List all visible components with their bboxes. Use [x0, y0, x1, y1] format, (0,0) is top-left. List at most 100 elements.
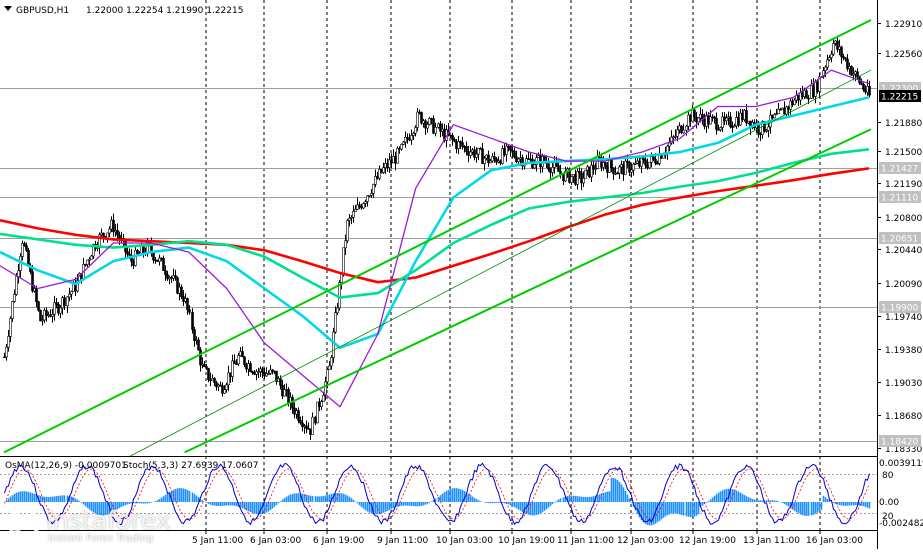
candle-body [126, 251, 129, 255]
candle-body [59, 307, 62, 314]
candle-body [850, 66, 853, 76]
level-badge-label: 1.20651 [881, 235, 918, 245]
candle-body [713, 116, 716, 119]
price-tick-label: 1.21500 [885, 148, 922, 158]
candle-body [233, 360, 236, 364]
price-tick-label: 1.19380 [885, 346, 922, 356]
candle-body [578, 171, 581, 174]
candle-body [275, 370, 278, 382]
candle-body [517, 158, 520, 162]
candle-body [70, 291, 73, 295]
candle-body [354, 208, 357, 212]
candle-body [862, 84, 865, 90]
candle-body [396, 147, 399, 164]
time-tick-label: 5 Jan 11:00 [192, 536, 244, 546]
level-badge-label: 1.18420 [881, 438, 918, 448]
candle-body [533, 164, 536, 169]
candle-body [513, 150, 516, 158]
candle-body [352, 211, 355, 218]
candle-body [350, 216, 353, 219]
candle-body [41, 319, 44, 322]
candle-body [640, 157, 643, 167]
current-price-badge [879, 90, 921, 102]
candle-body [412, 132, 415, 136]
candle-body [201, 363, 204, 366]
candle-body [283, 389, 286, 397]
candle-body [439, 123, 442, 132]
candle-body [90, 255, 93, 260]
stoch-main-line [4, 462, 870, 526]
candle-body [45, 310, 48, 316]
osc-tick-label: -0.002482 [879, 519, 923, 529]
candle-body [68, 293, 71, 298]
candle-body [11, 301, 14, 319]
candle-body [328, 365, 331, 370]
level-badge [879, 232, 921, 244]
candle-body [828, 57, 831, 61]
candle-body [178, 286, 181, 294]
candle-body [840, 46, 843, 57]
candle-body [188, 309, 191, 313]
candle-body [203, 363, 206, 367]
candle-body [729, 116, 732, 127]
level-badge-label: 1.21110 [881, 194, 918, 204]
level-badge [879, 435, 921, 447]
candle-body [279, 378, 282, 386]
osc-tick-label: 0.0039119 [879, 459, 923, 469]
candle-body [197, 339, 200, 351]
candle-body [84, 263, 87, 266]
candle-body [245, 364, 248, 370]
candle-body [511, 149, 514, 152]
candle-body [725, 117, 728, 122]
candle-body [356, 204, 359, 210]
candle-body [301, 422, 304, 428]
candle-body [336, 307, 339, 314]
candle-body [818, 76, 821, 92]
candle-body [217, 384, 220, 388]
candle-body [483, 157, 486, 165]
candle-body [27, 249, 30, 267]
candle-body [332, 331, 335, 358]
candle-body [624, 160, 627, 175]
price-tick-label: 1.20440 [885, 246, 922, 256]
candle-body [134, 250, 137, 266]
candle-body [477, 148, 480, 155]
candle-body [654, 158, 657, 164]
time-tick-label: 10 Jan 03:00 [436, 536, 493, 546]
price-tick-label: 1.22910 [885, 20, 922, 30]
candle-body [31, 271, 34, 292]
candle-body [676, 129, 679, 137]
collapse-arrow-icon[interactable] [4, 6, 12, 11]
candle-body [154, 259, 157, 262]
candle-body [414, 127, 417, 134]
candle-body [269, 369, 272, 374]
candle-body [856, 71, 859, 77]
level-badge-label: 1.19900 [881, 304, 918, 314]
candle-body [297, 410, 300, 421]
level-badge [879, 162, 921, 174]
candle-body [102, 232, 105, 237]
candle-body [733, 125, 736, 128]
candle-body [253, 372, 256, 375]
candle-body [255, 371, 258, 375]
candle-body [832, 43, 835, 55]
candle-body [805, 90, 808, 99]
symbol-label: GBPUSD,H1 [16, 6, 69, 16]
time-tick-label: 12 Jan 03:00 [617, 536, 674, 546]
candle-body [652, 156, 655, 160]
candle-body [267, 373, 270, 375]
candle-body [860, 82, 863, 85]
candle-body [410, 135, 413, 141]
candle-body [402, 141, 405, 145]
candle-body [568, 168, 571, 183]
candle-body [241, 351, 244, 358]
price-tick-label: 1.21190 [885, 180, 922, 190]
candle-body [114, 230, 117, 233]
candle-body [166, 274, 169, 280]
candle-body [186, 298, 189, 310]
candle-body [305, 425, 308, 429]
candle-body [400, 144, 403, 150]
candle-body [330, 357, 333, 367]
candle-body [868, 86, 871, 96]
candle-body [3, 356, 6, 359]
